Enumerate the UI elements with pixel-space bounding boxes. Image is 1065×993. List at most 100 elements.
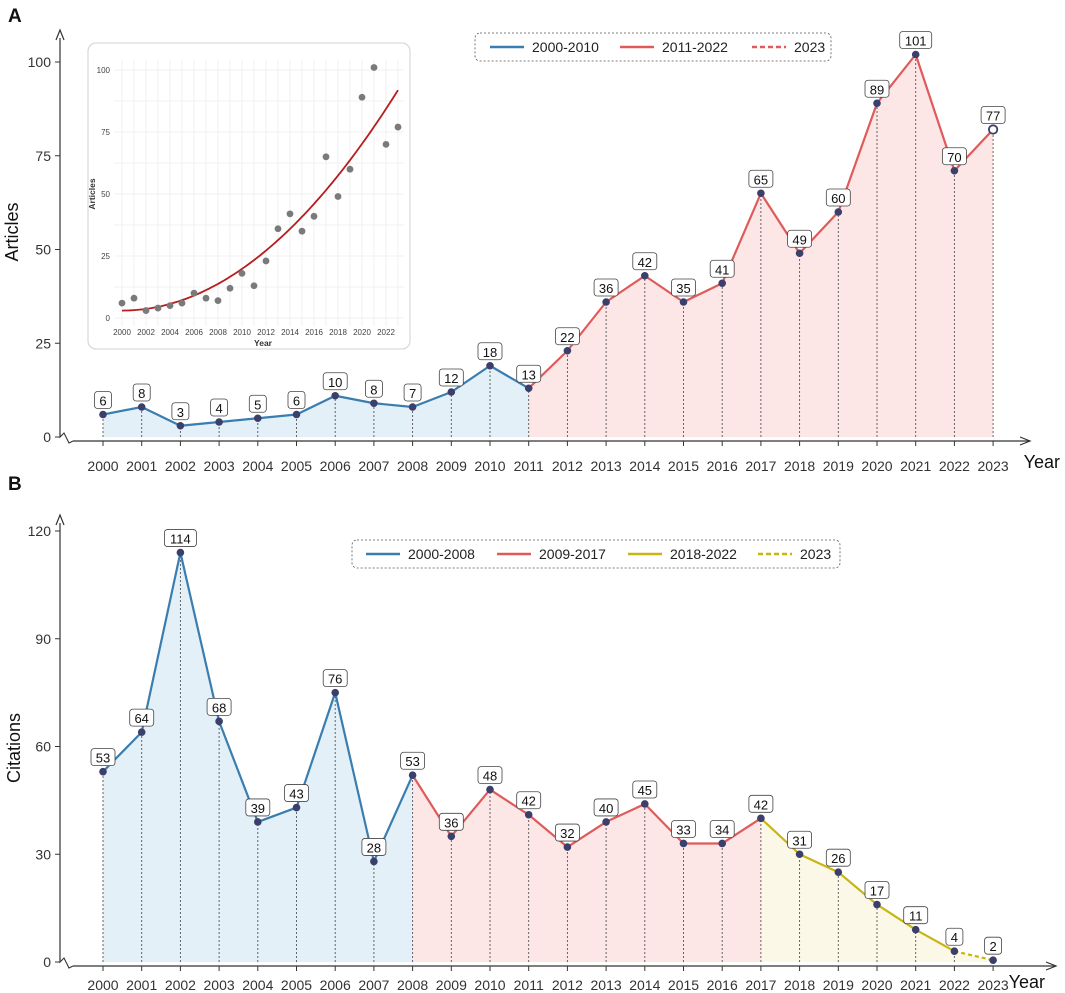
data-label-text: 48: [483, 769, 497, 784]
x-tick-label: 2020: [861, 977, 892, 993]
data-label: 89: [864, 79, 890, 98]
data-label-text: 8: [138, 386, 145, 401]
data-point: [331, 391, 340, 400]
data-label: 42: [748, 794, 774, 813]
data-label: 34: [709, 820, 735, 838]
inset-point: [358, 93, 366, 101]
legend: 2000-2008 2009-2017 2018-2022 2023: [351, 539, 841, 569]
y-axis-arrow: [55, 513, 65, 526]
x-tick-label: 2010: [474, 977, 505, 993]
data-label: 6: [287, 391, 306, 409]
data-label-text: 36: [444, 815, 458, 830]
panel-label: A: [8, 6, 22, 27]
x-tick-label: 2018: [784, 977, 815, 993]
data-label-box: [210, 398, 229, 417]
data-label-text: 18: [483, 345, 497, 360]
x-tick-label: 2015: [668, 977, 699, 993]
data-label-text: 5: [254, 397, 261, 412]
data-label-text: 4: [951, 930, 958, 945]
y-axis-label: Articles: [2, 202, 22, 261]
data-label-text: 42: [638, 255, 652, 270]
data-label-box: [94, 391, 112, 409]
inset-x-tick-label: 2010: [233, 328, 251, 337]
data-point: [176, 548, 185, 557]
data-point: [447, 388, 456, 396]
data-label-box: [942, 147, 967, 166]
inset-x-tick-label: 2012: [257, 328, 275, 337]
y-tick-label: 25: [35, 335, 51, 351]
x-tick-label: 2016: [707, 458, 738, 474]
data-point: [834, 868, 843, 877]
data-label: 68: [206, 697, 232, 716]
data-point: [292, 410, 301, 419]
x-tick-label: 2008: [397, 458, 428, 474]
data-label-text: 13: [521, 367, 535, 382]
inset-point: [154, 304, 162, 312]
legend-label: 2023: [794, 39, 825, 55]
data-label-box: [903, 906, 929, 925]
legend-box: [351, 539, 841, 569]
y-tick-label: 100: [28, 54, 52, 70]
data-label-text: 36: [599, 281, 613, 296]
x-tick-label: 2006: [320, 458, 351, 474]
inset-y-tick-label: 75: [101, 128, 110, 137]
inset-x-tick-label: 2008: [209, 328, 227, 337]
data-label-text: 42: [521, 794, 535, 809]
data-label-box: [322, 372, 348, 391]
inset-point: [214, 297, 222, 305]
data-label-box: [945, 927, 964, 946]
inset-point: [298, 227, 306, 235]
data-label-box: [206, 697, 232, 716]
data-label-box: [671, 820, 696, 838]
data-label: 64: [129, 708, 155, 727]
data-label-text: 53: [96, 751, 110, 766]
data-label-box: [287, 391, 306, 409]
data-point: [99, 767, 107, 776]
data-point: [602, 298, 610, 306]
series-line-2000-2010: [102, 364, 530, 427]
data-point: [795, 850, 804, 859]
x-tick-label: 2017: [745, 458, 776, 474]
data-label: 53: [90, 748, 116, 767]
data-label: 35: [671, 278, 696, 297]
data-label: 8: [364, 379, 383, 398]
inset-point: [262, 257, 270, 265]
data-label: 76: [322, 669, 348, 688]
y-tick-label: 60: [35, 739, 51, 755]
data-point: [989, 956, 997, 965]
x-tick-label: 2000: [87, 458, 118, 474]
data-label-box: [632, 252, 658, 271]
inset-x-tick-label: 2000: [113, 328, 131, 337]
data-label-box: [825, 848, 851, 867]
data-label-box: [864, 881, 890, 899]
data-point: [757, 814, 765, 823]
inset-y-tick-label: 0: [106, 314, 111, 323]
data-label-text: 41: [715, 262, 729, 277]
inset-point: [394, 123, 402, 131]
data-point: [524, 384, 533, 393]
y-axis-arrow: [55, 28, 65, 41]
data-label-box: [748, 794, 774, 813]
data-label-text: 10: [328, 375, 342, 390]
data-label-box: [364, 379, 383, 398]
legend-label: 2023: [800, 546, 831, 562]
legend-label: 2000-2010: [532, 39, 599, 55]
data-label: 4: [210, 398, 229, 417]
data-label-text: 65: [754, 172, 768, 187]
data-label-box: [477, 342, 503, 361]
panel-label: B: [8, 474, 22, 495]
data-label: 18: [477, 342, 503, 361]
data-label-text: 101: [905, 34, 927, 49]
inset-point: [166, 302, 174, 309]
data-label-text: 6: [99, 394, 106, 409]
data-label-text: 42: [754, 797, 768, 812]
x-tick-label: 2023: [978, 458, 1009, 474]
data-label-box: [593, 798, 619, 817]
data-label: 33: [671, 820, 696, 838]
data-label-text: 33: [676, 822, 690, 837]
data-label: 26: [825, 848, 851, 867]
inset-x-tick-label: 2014: [281, 328, 299, 337]
data-label-box: [787, 830, 812, 849]
data-label-text: 3: [177, 405, 184, 420]
